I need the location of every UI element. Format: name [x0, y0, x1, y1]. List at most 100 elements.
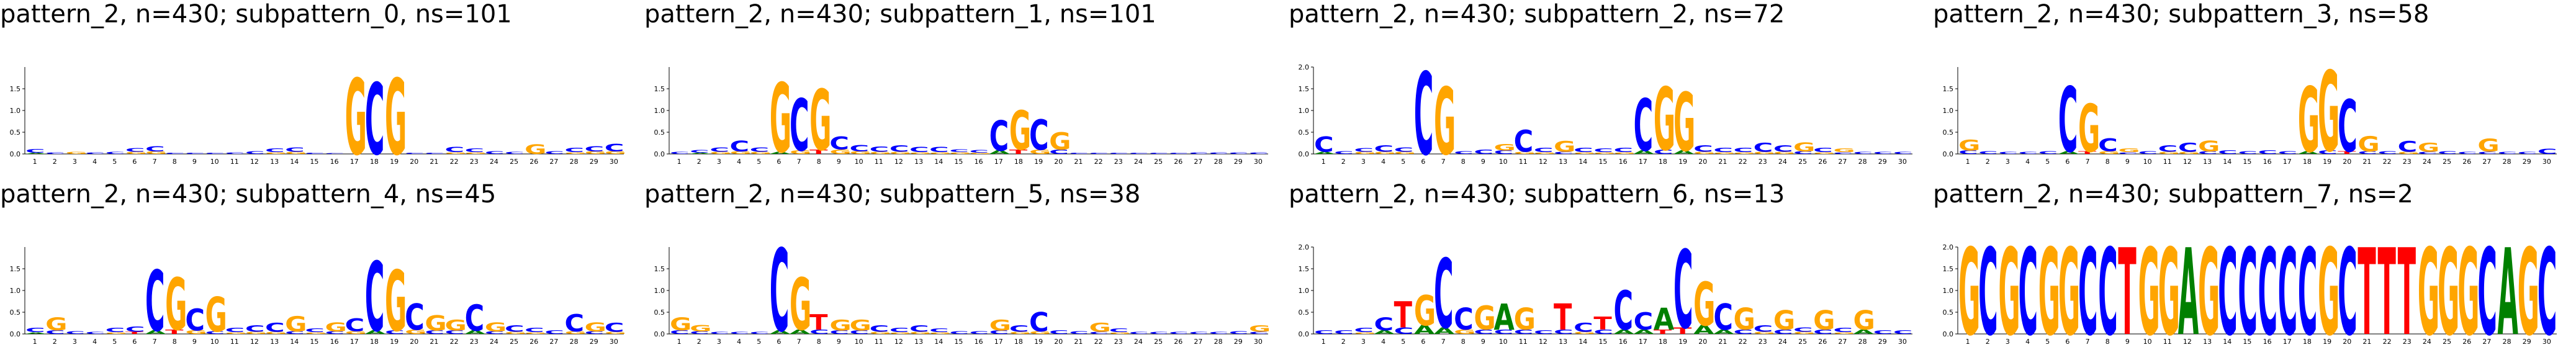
x-tick-label: 3 [1361, 158, 1366, 166]
x-tick-label: 11 [2163, 158, 2172, 166]
logo-letter-G: G [2178, 151, 2200, 155]
logo-letter-C: C [425, 330, 444, 335]
logo-letter-C: C [1673, 228, 1693, 353]
x-tick-label: 15 [1598, 338, 1607, 346]
x-tick-label: 3 [73, 158, 77, 166]
logo-letter-G: G [829, 148, 851, 155]
logo-letter-A: A [2498, 223, 2518, 360]
x-tick-label: 21 [430, 338, 438, 346]
logo-letter-C: C [425, 152, 444, 154]
x-tick-label: 25 [1154, 158, 1163, 166]
logo-letter-G: G [1713, 152, 1735, 155]
logo-letter-C: C [265, 148, 285, 153]
logo-letter-G: G [185, 330, 207, 335]
x-tick-label: 16 [2263, 158, 2272, 166]
logo-letter-C: C [145, 253, 165, 351]
x-tick-label: 23 [1114, 338, 1123, 346]
x-tick-label: 14 [290, 338, 299, 346]
x-tick-label: 25 [1798, 338, 1807, 346]
x-tick-label: 11 [875, 338, 883, 346]
logo-letter-G: G [2198, 223, 2220, 360]
logo-letter-C: C [929, 146, 949, 154]
logo-letter-C: C [1374, 143, 1394, 154]
logo-letter-C: C [125, 148, 145, 153]
logo-letter-C: C [1354, 148, 1374, 153]
y-tick-label: 0.5 [1943, 128, 1954, 137]
logo-letter-G: G [1958, 223, 1980, 360]
logo-letter-T: T [1654, 328, 1672, 335]
x-tick-label: 25 [510, 338, 518, 346]
x-tick-label: 21 [1718, 158, 1727, 166]
logo-letter-G: G [265, 331, 287, 335]
x-tick-label: 22 [1739, 338, 1747, 346]
x-tick-label: 17 [1639, 158, 1647, 166]
x-tick-label: 29 [2523, 158, 2531, 166]
x-tick-label: 9 [837, 158, 841, 166]
x-tick-label: 14 [934, 158, 943, 166]
logo-letter-C: C [25, 327, 45, 334]
x-tick-label: 1 [1966, 158, 1970, 166]
y-tick-label: 1.0 [1943, 107, 1954, 115]
x-tick-label: 16 [1619, 338, 1628, 346]
logo-letter-A: A [989, 150, 1010, 155]
x-tick-label: 15 [954, 338, 963, 346]
x-tick-label: 22 [450, 158, 459, 166]
logo-letter-C: C [285, 146, 305, 153]
logo-letter-C: C [405, 297, 425, 338]
logo-letter-C: C [106, 327, 125, 334]
logo-letter-G: G [445, 317, 467, 334]
logo-letter-G: G [1354, 332, 1376, 335]
logo-letter-G: G [2298, 69, 2320, 173]
x-tick-label: 7 [153, 158, 157, 166]
logo-letter-G: G [2038, 223, 2060, 360]
logo-letter-T: T [165, 328, 184, 335]
logo-letter-G: G [525, 142, 546, 157]
logo-letter-G: G [265, 152, 287, 155]
logo-letter-G: G [445, 152, 467, 155]
logo-letter-C: C [185, 303, 205, 338]
logo-letter-G: G [45, 314, 67, 335]
logo-letter-G: G [1374, 151, 1396, 155]
logo-letter-C: C [1693, 143, 1713, 154]
y-tick-label: 2.0 [1299, 243, 1310, 251]
x-tick-label: 24 [1778, 338, 1787, 346]
x-tick-label: 28 [1214, 158, 1223, 166]
logo-letter-C: C [1394, 146, 1414, 153]
logo-letter-G: G [465, 152, 487, 155]
x-tick-label: 18 [1659, 338, 1667, 346]
x-tick-label: 20 [2343, 158, 2351, 166]
logo-letter-C: C [690, 331, 709, 335]
x-tick-label: 13 [2203, 338, 2212, 346]
logo-letter-C: C [165, 152, 185, 154]
x-tick-label: 4 [1381, 158, 1385, 166]
logo-letter-C: C [2118, 152, 2138, 155]
logo-letter-C: C [86, 152, 106, 155]
logo-letter-G: G [425, 312, 446, 336]
logo-letter-G: G [790, 264, 811, 347]
x-tick-label: 9 [192, 158, 197, 166]
logo-letter-C: C [1249, 152, 1269, 155]
logo-letter-C: C [829, 133, 849, 154]
logo-letter-G: G [345, 57, 367, 179]
logo-letter-G: G [1009, 101, 1031, 163]
logo-letter-C: C [285, 331, 305, 335]
x-tick-label: 30 [1898, 338, 1907, 346]
logo-panel-6: pattern_2, n=430; subpattern_6, ns=13 0.0… [1289, 180, 1933, 360]
logo-letter-C: C [970, 331, 989, 335]
logo-letter-G: G [2158, 151, 2180, 155]
logo-letter-C: C [544, 330, 564, 335]
y-tick-label: 0.5 [1943, 308, 1954, 317]
logo-letter-C: C [585, 145, 605, 153]
logo-letter-G: G [325, 320, 347, 334]
logo-letter-G: G [1673, 76, 1695, 170]
x-tick-label: 5 [1401, 338, 1405, 346]
x-tick-label: 10 [210, 338, 219, 346]
logo-letter-G: G [1514, 151, 1536, 155]
x-tick-label: 18 [370, 338, 379, 346]
y-tick-label: 1.5 [1943, 85, 1954, 93]
x-tick-label: 5 [112, 338, 117, 346]
x-tick-label: 24 [1134, 158, 1143, 166]
logo-letter-C: C [1978, 151, 1998, 155]
x-tick-label: 5 [757, 338, 761, 346]
x-tick-label: 27 [2482, 158, 2491, 166]
